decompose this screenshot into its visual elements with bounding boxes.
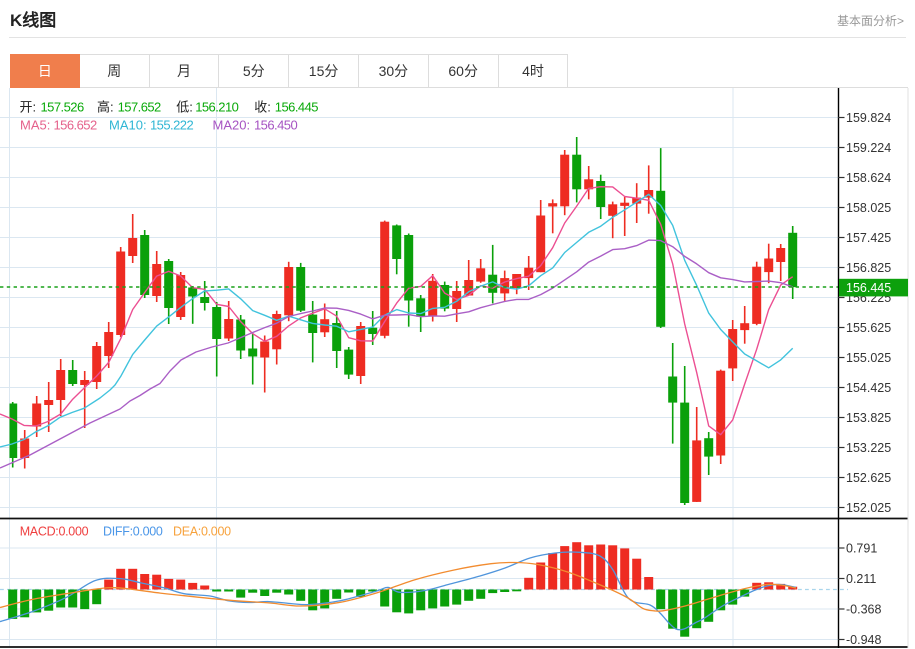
svg-text:156.445: 156.445	[846, 281, 891, 295]
svg-text:0.791: 0.791	[846, 541, 877, 555]
svg-text:154.425: 154.425	[846, 381, 891, 395]
svg-text:153.225: 153.225	[846, 441, 891, 455]
svg-text:155.625: 155.625	[846, 321, 891, 335]
svg-text:152.625: 152.625	[846, 471, 891, 485]
svg-text:153.825: 153.825	[846, 411, 891, 425]
svg-text:0.211: 0.211	[846, 572, 876, 586]
svg-text:-0.948: -0.948	[846, 633, 881, 647]
svg-text:152.025: 152.025	[846, 501, 891, 515]
svg-text:156.825: 156.825	[846, 261, 891, 275]
svg-text:159.224: 159.224	[846, 141, 891, 155]
svg-text:159.824: 159.824	[846, 111, 891, 125]
svg-text:-0.368: -0.368	[846, 602, 881, 616]
svg-text:158.624: 158.624	[846, 171, 891, 185]
svg-text:158.025: 158.025	[846, 201, 891, 215]
svg-text:157.425: 157.425	[846, 231, 891, 245]
svg-text:155.025: 155.025	[846, 351, 891, 365]
